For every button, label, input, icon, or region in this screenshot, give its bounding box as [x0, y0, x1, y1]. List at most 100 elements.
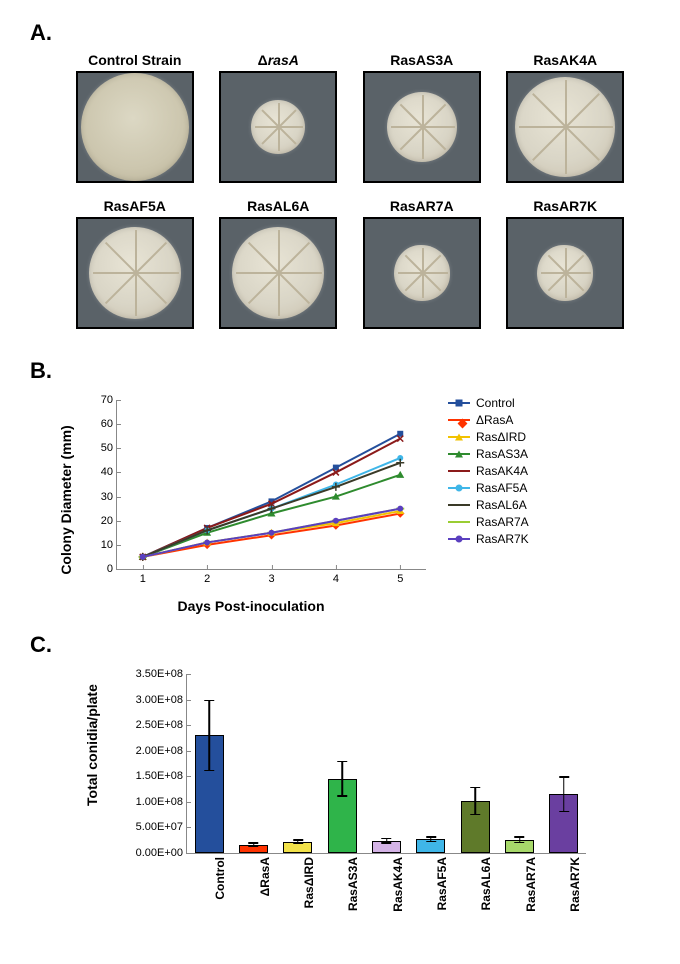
- colony-label: RasAR7K: [501, 198, 631, 214]
- legend-item: Control: [448, 396, 529, 410]
- barchart-xlabel: RasAF5A: [435, 853, 449, 910]
- colony-icon: [232, 227, 324, 319]
- linechart-plot-area: 01020304050607012345: [116, 400, 426, 570]
- colony-cell: RasAL6A: [214, 198, 344, 334]
- series-marker: [204, 539, 210, 545]
- legend-swatch-icon: [448, 521, 470, 523]
- conidia-bar-chart: Total conidia/plate 0.00E+005.00E+071.00…: [66, 664, 606, 944]
- panel-c-label: C.: [30, 632, 650, 658]
- error-bar-icon: [430, 836, 432, 842]
- barchart-ytick: 3.00E+08: [136, 694, 187, 706]
- barchart-xlabel: RasAL6A: [479, 853, 493, 910]
- series-marker: [269, 530, 275, 536]
- barchart-ytick: 1.50E+08: [136, 770, 187, 782]
- linechart-x-axis-label: Days Post-inoculation: [177, 598, 324, 614]
- legend-item: RasAR7K: [448, 532, 529, 546]
- legend-label: ΔRasA: [476, 413, 513, 427]
- colony-cell: ΔrasA: [214, 52, 344, 188]
- series-marker: [396, 471, 404, 478]
- linechart-legend: Control ΔRasA RasΔIRD RasAS3A RasAK4A RasAF5A…: [448, 390, 529, 610]
- colony-cell: RasAK4A: [501, 52, 631, 188]
- legend-label: RasAR7K: [476, 532, 529, 546]
- colony-label: Control Strain: [70, 52, 200, 68]
- colony-image: [219, 71, 337, 183]
- linechart-y-axis-label: Colony Diameter (mm): [58, 425, 74, 574]
- legend-label: RasΔIRD: [476, 430, 526, 444]
- linechart-ytick: 30: [101, 491, 117, 503]
- barchart-ytick: 3.50E+08: [136, 668, 187, 680]
- colony-icon: [387, 92, 457, 162]
- colony-label: RasAK4A: [501, 52, 631, 68]
- growth-line-chart: Colony Diameter (mm) 0102030405060701234…: [66, 390, 436, 610]
- legend-item: RasAS3A: [448, 447, 529, 461]
- legend-label: RasAK4A: [476, 464, 528, 478]
- colony-image: [76, 217, 194, 329]
- colony-grid: Control Strain ΔrasA RasAS3A RasAK4A RasAF5A…: [70, 52, 630, 334]
- legend-swatch-icon: [448, 436, 470, 438]
- colony-label: RasAF5A: [70, 198, 200, 214]
- series-marker: [333, 518, 339, 524]
- legend-swatch-icon: [448, 453, 470, 455]
- legend-label: RasAR7A: [476, 515, 529, 529]
- colony-icon: [89, 227, 181, 319]
- barchart-ytick: 2.00E+08: [136, 745, 187, 757]
- colony-image: [363, 71, 481, 183]
- barchart-y-axis-label: Total conidia/plate: [84, 684, 100, 806]
- barchart-xlabel: RasAS3A: [346, 853, 360, 911]
- error-bar-icon: [253, 842, 255, 847]
- colony-label: RasAL6A: [214, 198, 344, 214]
- linechart-ytick: 60: [101, 418, 117, 430]
- colony-image: [506, 217, 624, 329]
- error-bar-icon: [563, 776, 565, 812]
- colony-cell: RasAS3A: [357, 52, 487, 188]
- colony-icon: [537, 245, 593, 301]
- legend-label: RasAS3A: [476, 447, 528, 461]
- legend-item: RasAK4A: [448, 464, 529, 478]
- series-marker: [140, 554, 146, 560]
- linechart-xtick: 2: [204, 569, 210, 585]
- legend-swatch-icon: [448, 419, 470, 421]
- barchart-xlabel: RasAK4A: [391, 853, 405, 912]
- error-bar-icon: [519, 836, 521, 843]
- colony-label: ΔrasA: [214, 52, 344, 68]
- error-bar-icon: [297, 839, 299, 844]
- colony-cell: RasAR7K: [501, 198, 631, 334]
- legend-item: RasAF5A: [448, 481, 529, 495]
- barchart-plot-area: 0.00E+005.00E+071.00E+081.50E+082.00E+08…: [186, 674, 586, 854]
- barchart-xlabel: RasAR7K: [568, 853, 582, 912]
- barchart-xlabel: RasAR7A: [524, 853, 538, 912]
- colony-icon: [394, 245, 450, 301]
- linechart-ytick: 50: [101, 442, 117, 454]
- legend-label: RasAL6A: [476, 498, 527, 512]
- legend-item: RasAR7A: [448, 515, 529, 529]
- error-bar-icon: [474, 787, 476, 816]
- barchart-xlabel: RasΔIRD: [302, 853, 316, 908]
- barchart-ytick: 2.50E+08: [136, 719, 187, 731]
- linechart-xtick: 4: [333, 569, 339, 585]
- panel-b-label: B.: [30, 358, 650, 384]
- colony-image: [76, 71, 194, 183]
- legend-label: RasAF5A: [476, 481, 527, 495]
- colony-cell: RasAF5A: [70, 198, 200, 334]
- barchart-xlabel: ΔRasA: [258, 853, 272, 896]
- legend-swatch-icon: [448, 538, 470, 540]
- colony-icon: [515, 77, 615, 177]
- colony-image: [363, 217, 481, 329]
- colony-image: [219, 217, 337, 329]
- colony-icon: [81, 73, 189, 181]
- barchart-ytick: 1.00E+08: [136, 796, 187, 808]
- error-bar-icon: [341, 761, 343, 797]
- linechart-ytick: 70: [101, 394, 117, 406]
- series-marker: [397, 506, 403, 512]
- legend-swatch-icon: [448, 504, 470, 506]
- linechart-ytick: 20: [101, 515, 117, 527]
- colony-icon: [251, 100, 305, 154]
- barchart-ytick: 0.00E+00: [136, 847, 187, 859]
- colony-cell: Control Strain: [70, 52, 200, 188]
- line-chart-area: Colony Diameter (mm) 0102030405060701234…: [66, 390, 650, 610]
- barchart-xlabel: Control: [213, 853, 227, 900]
- panel-a-label: A.: [30, 20, 650, 46]
- colony-label: RasAR7A: [357, 198, 487, 214]
- colony-cell: RasAR7A: [357, 198, 487, 334]
- linechart-ytick: 0: [107, 563, 117, 575]
